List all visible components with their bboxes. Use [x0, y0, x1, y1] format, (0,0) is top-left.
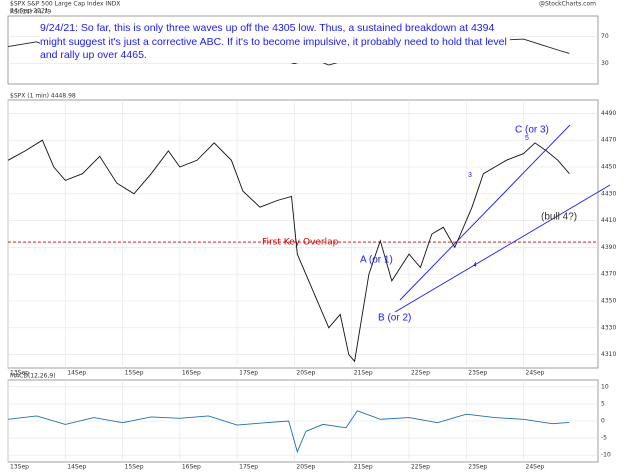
y-tick-label: 4430: [601, 190, 616, 197]
y-tick-label: 0: [601, 418, 605, 425]
wave-label: (bull 4?): [541, 212, 577, 223]
y-tick-label: 4330: [601, 324, 616, 331]
x-tick-label: 15Sep: [125, 464, 144, 471]
rsi-pane: [7, 15, 599, 85]
wave-label: 5: [525, 135, 529, 142]
y-tick-label: -10: [601, 452, 611, 459]
y-tick-label: 4450: [601, 164, 616, 171]
y-tick-label: 4490: [601, 110, 616, 117]
series-line: [7, 410, 570, 454]
x-tick-label: 24Sep: [526, 370, 545, 377]
y-tick-label: 4370: [601, 271, 616, 278]
pane-title: RSI(14) 44.79: [10, 9, 51, 16]
x-tick-label: 23Sep: [468, 464, 487, 471]
x-tick-label: 21Sep: [354, 464, 373, 471]
x-tick-label: 22Sep: [411, 464, 430, 471]
pane-title: MACD(12,26,9): [10, 373, 56, 380]
x-tick-label: 23Sep: [468, 370, 487, 377]
x-tick-label: 17Sep: [239, 464, 258, 471]
y-tick-label: 4310: [601, 351, 616, 358]
x-tick-label: 13Sep: [10, 370, 29, 377]
note-box: 9/24/21: So far, this is only three wave…: [40, 22, 510, 63]
wave-label: C (or 3): [515, 125, 549, 136]
x-tick-label: 21Sep: [354, 370, 373, 377]
x-tick-label: 16Sep: [182, 370, 201, 377]
x-tick-label: 20Sep: [296, 370, 315, 377]
channel-lower: [394, 184, 611, 313]
wave-label: 4: [473, 262, 477, 269]
note: 9/24/21: So far, this is only three wave…: [40, 22, 510, 63]
series-line: [7, 139, 570, 363]
y-tick-label: 4390: [601, 244, 616, 251]
x-tick-label: 15Sep: [125, 370, 144, 377]
source: @StockCharts.com: [539, 1, 596, 8]
pane-title: $SPX (1 min) 4448.98: [10, 93, 76, 100]
channel-upper: [399, 124, 571, 301]
x-tick-label: 16Sep: [182, 464, 201, 471]
date: 24-Sep-2021: [10, 8, 49, 15]
wave-label: B (or 2): [378, 313, 411, 324]
x-tick-label: 24Sep: [526, 464, 545, 471]
x-tick-label: 14Sep: [67, 464, 86, 471]
wave-label: 3: [468, 172, 472, 179]
x-tick-label: 20Sep: [296, 464, 315, 471]
x-tick-label: 13Sep: [10, 464, 29, 471]
y-tick-label: 5: [601, 400, 605, 407]
y-tick-label: 30: [601, 60, 609, 67]
wave-label: A (or 1): [360, 255, 393, 266]
y-tick-label: -5: [601, 435, 607, 442]
y-tick-label: 10: [601, 383, 609, 390]
symbol: $SPX S&P 500 Large Cap Index INDX: [10, 1, 120, 8]
y-tick-label: 70: [601, 33, 609, 40]
y-tick-label: 4410: [601, 217, 616, 224]
x-tick-label: 22Sep: [411, 370, 430, 377]
overlap-label: First Key Overlap: [262, 238, 339, 248]
x-tick-label: 14Sep: [67, 370, 86, 377]
y-tick-label: 4350: [601, 298, 616, 305]
y-tick-label: 4470: [601, 137, 616, 144]
x-tick-label: 17Sep: [239, 370, 258, 377]
